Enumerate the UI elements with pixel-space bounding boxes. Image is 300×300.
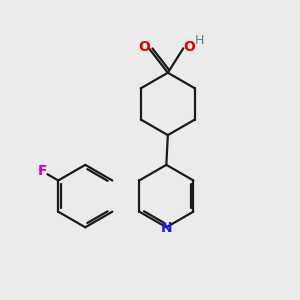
Text: O: O — [183, 40, 195, 54]
Text: N: N — [160, 221, 172, 236]
Text: H: H — [195, 34, 204, 46]
Text: F: F — [38, 164, 47, 178]
Text: O: O — [138, 40, 150, 55]
